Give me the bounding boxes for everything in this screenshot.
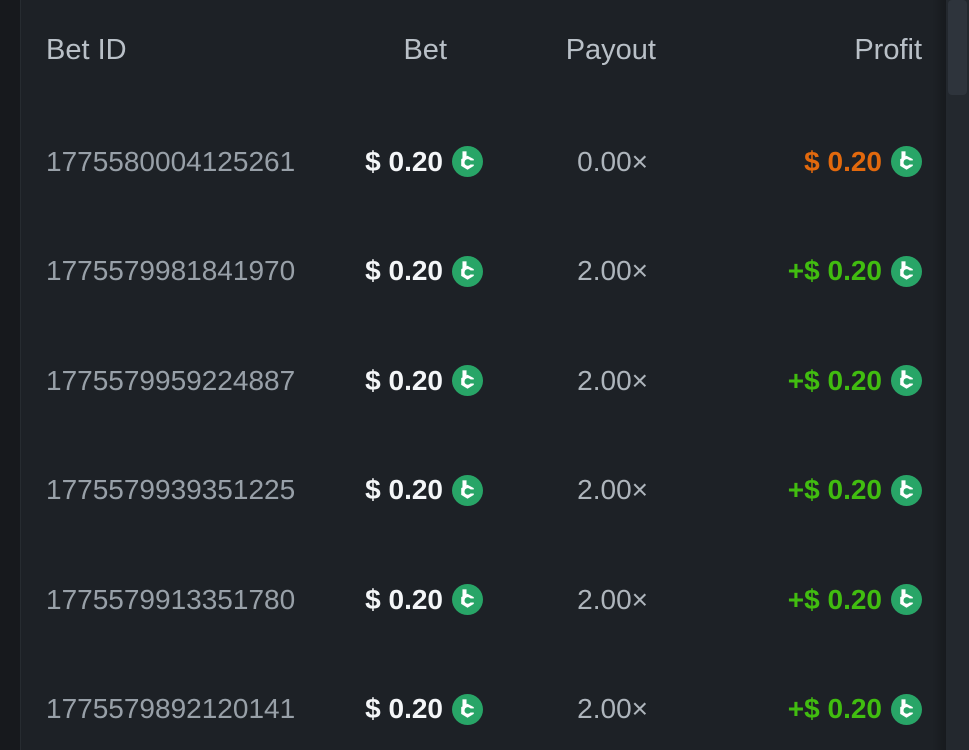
table-row[interactable]: 1775579892120141 $ 0.20 2.00× +$ 0.20 — [21, 655, 946, 750]
profit-cell: +$ 0.20 — [658, 474, 922, 506]
bet-id-value: 1775579939351225 — [46, 474, 296, 506]
payout-cell: 2.00× — [483, 584, 658, 616]
bcd-coin-icon — [891, 146, 922, 178]
bcd-coin-icon — [452, 693, 483, 725]
profit-value: $ 0.20 — [804, 145, 882, 177]
column-header-profit: Profit — [658, 30, 922, 70]
bet-cell: $ 0.20 — [298, 365, 483, 397]
column-header-payout: Payout — [483, 30, 658, 70]
scrollbar-thumb[interactable] — [948, 0, 967, 95]
bet-id-value: 1775579913351780 — [46, 583, 296, 615]
bet-id-value: 1775579981841970 — [46, 255, 296, 287]
bet-amount-value: $ 0.20 — [365, 693, 443, 725]
bet-cell: $ 0.20 — [298, 693, 483, 725]
bet-cell: $ 0.20 — [298, 584, 483, 616]
table-header-row: Bet ID Bet Payout Profit — [21, 0, 946, 70]
bet-id-value: 1775580004125261 — [46, 145, 296, 177]
bcd-coin-icon — [891, 365, 922, 397]
column-header-bet-label: Bet — [403, 34, 447, 66]
bet-amount-value: $ 0.20 — [365, 364, 443, 396]
bet-cell: $ 0.20 — [298, 146, 483, 178]
bet-cell: $ 0.20 — [298, 255, 483, 287]
profit-value: +$ 0.20 — [787, 255, 882, 287]
bcd-coin-icon — [452, 584, 483, 616]
bet-amount-value: $ 0.20 — [365, 583, 443, 615]
payout-cell: 2.00× — [483, 365, 658, 397]
payout-multiplier-value: 2.00× — [577, 255, 648, 287]
table-row[interactable]: 1775579981841970 $ 0.20 2.00× +$ 0.20 — [21, 217, 946, 327]
table-row[interactable]: 1775579959224887 $ 0.20 2.00× +$ 0.20 — [21, 326, 946, 436]
column-header-payout-label: Payout — [565, 34, 656, 66]
bet-amount-value: $ 0.20 — [365, 474, 443, 506]
bcd-coin-icon — [891, 474, 922, 506]
bcd-coin-icon — [452, 474, 483, 506]
bcd-coin-icon — [452, 255, 483, 287]
column-header-bet-id: Bet ID — [46, 34, 127, 66]
bet-id-value: 1775579959224887 — [46, 364, 296, 396]
bet-id-value: 1775579892120141 — [46, 693, 296, 725]
left-rail — [0, 0, 20, 750]
column-header-profit-label: Profit — [854, 34, 922, 66]
profit-cell: +$ 0.20 — [658, 693, 922, 725]
payout-multiplier-value: 2.00× — [577, 693, 648, 725]
payout-multiplier-value: 2.00× — [577, 474, 648, 506]
column-header-bet: Bet — [298, 30, 483, 70]
payout-cell: 2.00× — [483, 255, 658, 287]
table-body: 1775580004125261 $ 0.20 0.00× $ 0.20 — [21, 107, 946, 750]
bcd-coin-icon — [891, 584, 922, 616]
payout-cell: 2.00× — [483, 474, 658, 506]
profit-cell: $ 0.20 — [658, 146, 922, 178]
profit-cell: +$ 0.20 — [658, 365, 922, 397]
profit-value: +$ 0.20 — [787, 693, 882, 725]
table-row[interactable]: 1775579939351225 $ 0.20 2.00× +$ 0.20 — [21, 436, 946, 546]
payout-multiplier-value: 2.00× — [577, 364, 648, 396]
bcd-coin-icon — [452, 146, 483, 178]
profit-cell: +$ 0.20 — [658, 584, 922, 616]
profit-value: +$ 0.20 — [787, 364, 882, 396]
bet-history-table: Bet ID Bet Payout Profit 177558000412526… — [20, 0, 946, 750]
scrollbar[interactable] — [946, 0, 969, 750]
profit-cell: +$ 0.20 — [658, 255, 922, 287]
profit-value: +$ 0.20 — [787, 474, 882, 506]
table-row[interactable]: 1775580004125261 $ 0.20 0.00× $ 0.20 — [21, 107, 946, 217]
table-row[interactable]: 1775579913351780 $ 0.20 2.00× +$ 0.20 — [21, 545, 946, 655]
bet-amount-value: $ 0.20 — [365, 145, 443, 177]
payout-cell: 0.00× — [483, 146, 658, 178]
payout-multiplier-value: 2.00× — [577, 583, 648, 615]
bet-amount-value: $ 0.20 — [365, 255, 443, 287]
payout-cell: 2.00× — [483, 693, 658, 725]
bcd-coin-icon — [891, 255, 922, 287]
bcd-coin-icon — [891, 693, 922, 725]
profit-value: +$ 0.20 — [787, 583, 882, 615]
bcd-coin-icon — [452, 365, 483, 397]
bet-cell: $ 0.20 — [298, 474, 483, 506]
payout-multiplier-value: 0.00× — [577, 145, 648, 177]
